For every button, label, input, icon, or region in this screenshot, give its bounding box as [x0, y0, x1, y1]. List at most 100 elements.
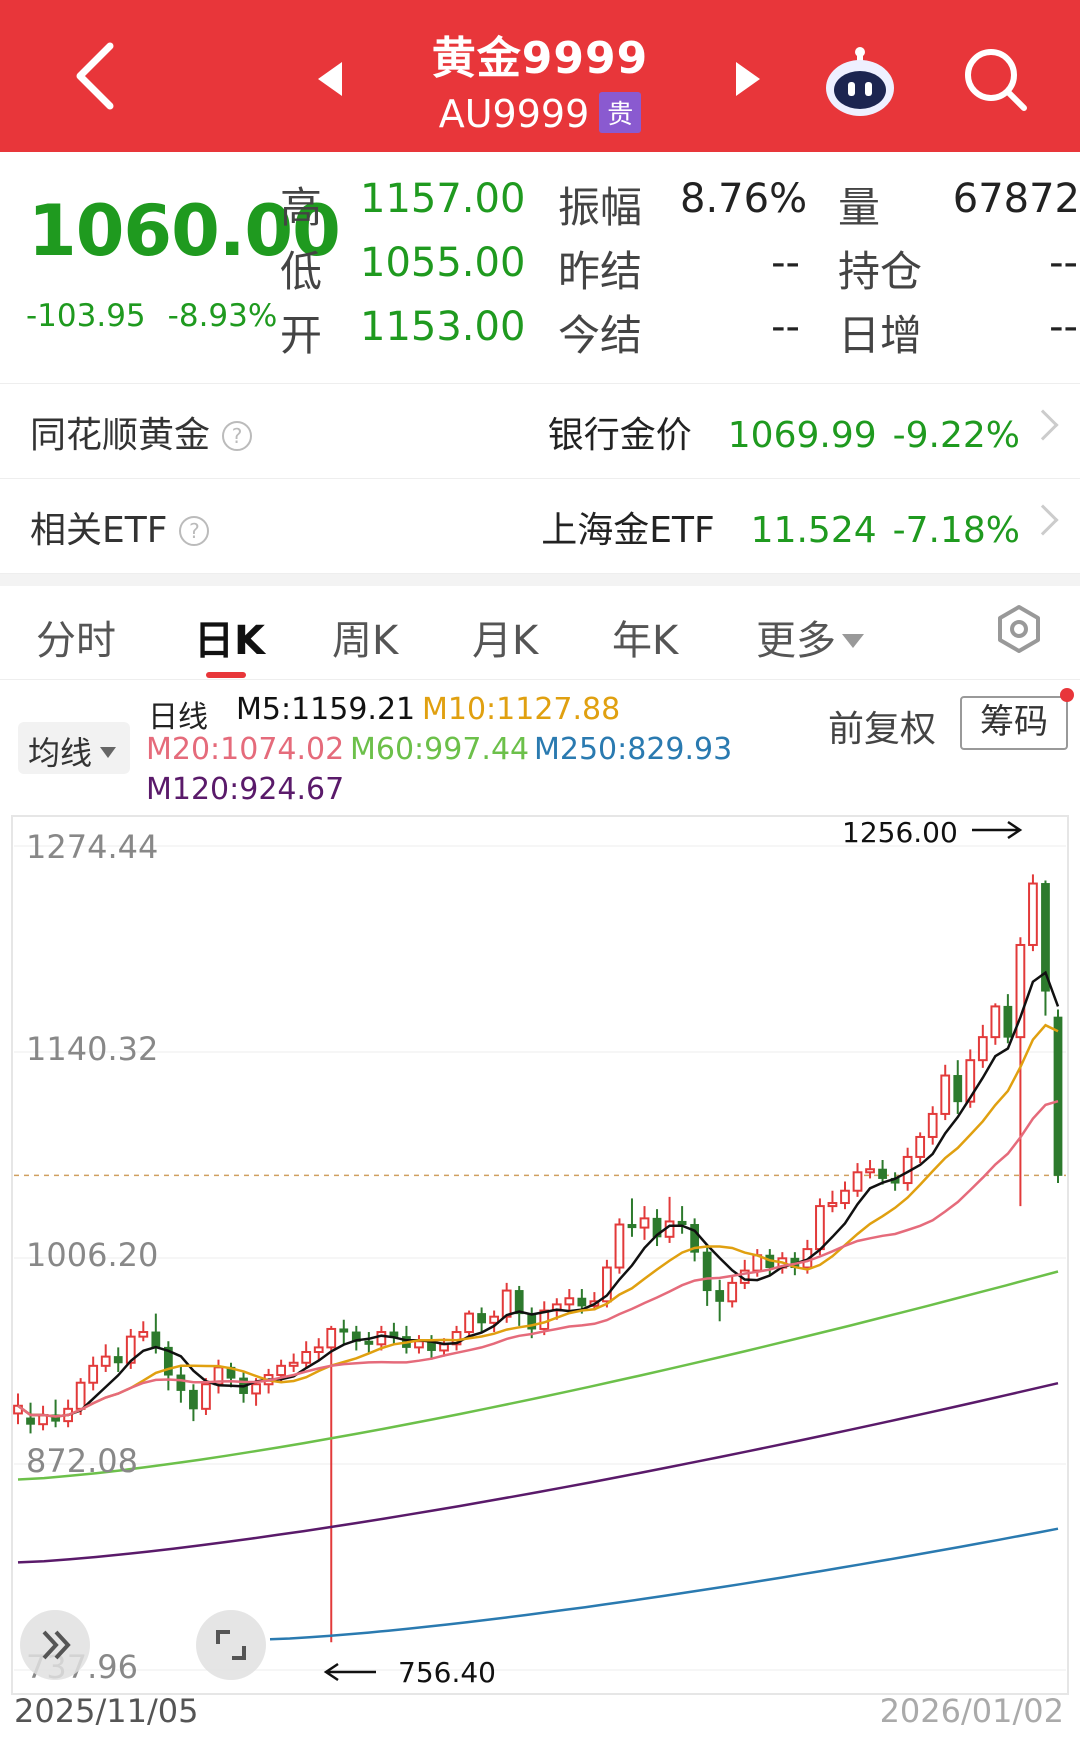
candle-body	[176, 1374, 186, 1391]
high-value: 1157.00	[360, 176, 526, 222]
chevron-right-icon[interactable]	[1027, 504, 1059, 536]
daily-change-label: 日增	[838, 311, 923, 360]
volume-label: 量	[838, 183, 881, 232]
candle-body	[489, 1315, 500, 1324]
next-icon[interactable]	[736, 62, 760, 96]
ma5-label: M5:1159.21	[236, 692, 416, 727]
candle-body	[1003, 1005, 1013, 1038]
tab-intraday[interactable]: 分时	[36, 618, 116, 664]
tab-more-label: 更多	[756, 618, 836, 664]
x-end-date: 2026/01/02	[879, 1692, 1064, 1730]
candle-body	[339, 1328, 349, 1333]
category-badge: 贵	[599, 92, 642, 133]
section-divider	[0, 574, 1080, 586]
help-icon[interactable]: ?	[222, 421, 253, 451]
related-etf-label: 相关ETF?	[30, 501, 210, 553]
settings-icon[interactable]	[994, 604, 1044, 654]
candle-body	[201, 1383, 211, 1410]
volume-value: 67872	[952, 176, 1080, 222]
code-text: AU9999	[438, 92, 590, 136]
fullscreen-fab[interactable]	[196, 1610, 266, 1680]
candle-body	[965, 1059, 976, 1103]
candle-body	[927, 1112, 938, 1138]
candle-body	[940, 1074, 951, 1115]
candle-body	[990, 1005, 1001, 1039]
price-change: -103.95 -8.93%	[26, 298, 299, 334]
back-icon[interactable]	[66, 40, 126, 112]
candle-body	[51, 1414, 60, 1422]
tab-daily-k[interactable]: 日K	[194, 618, 265, 664]
candle-body	[878, 1168, 887, 1179]
candle-body	[138, 1331, 149, 1338]
candle-body	[163, 1346, 173, 1376]
candle-body	[326, 1327, 337, 1349]
candle-body	[727, 1281, 738, 1303]
candle-body	[514, 1290, 524, 1315]
candle-body	[840, 1189, 850, 1205]
candle-body	[614, 1223, 625, 1269]
quote-panel: 1060.00 -103.95 -8.93% 高 1157.00 振幅 8.76%…	[0, 152, 1080, 384]
app-header: 黄金9999 AU9999 贵	[0, 0, 1080, 152]
candle-body	[915, 1135, 926, 1158]
prev-icon[interactable]	[318, 62, 342, 96]
related-gold-text: 同花顺黄金	[30, 415, 211, 456]
ma10-label: M10:1127.88	[422, 692, 621, 727]
candle-body	[715, 1290, 725, 1302]
candle-body	[464, 1312, 474, 1334]
active-tab-indicator	[206, 672, 246, 678]
etf-name: 上海金ETF	[541, 510, 715, 551]
ma120-label: M120:924.67	[146, 772, 345, 807]
candle-body	[852, 1171, 863, 1192]
chart-labels: 1274.441140.321006.20872.08737.961256.00…	[26, 816, 1023, 1689]
x-start-date: 2025/11/05	[14, 1692, 199, 1730]
last-price: 1060.00	[28, 190, 341, 272]
candle-body	[1015, 943, 1026, 1039]
adjustment-toggle[interactable]: 前复权	[828, 709, 937, 750]
candlestick-chart[interactable]: 1274.441140.321006.20872.08737.961256.00…	[0, 810, 1080, 1710]
candle-body	[113, 1356, 123, 1364]
related-etf-row[interactable]: 相关ETF? 上海金ETF 11.524 -7.18%	[0, 479, 1080, 574]
collapse-fab[interactable]	[20, 1610, 90, 1680]
m20-line	[17, 1100, 1059, 1418]
instrument-code: AU9999 贵	[390, 92, 690, 136]
candle-body	[276, 1364, 287, 1377]
m60-line	[17, 1270, 1059, 1481]
tab-weekly-k[interactable]: 周K	[332, 618, 399, 664]
robot-icon[interactable]	[822, 44, 898, 120]
m5-line	[17, 970, 1060, 1418]
tab-more[interactable]: 更多	[756, 608, 864, 666]
candle-body	[602, 1266, 612, 1303]
bank-gold-value: 1069.99	[727, 415, 877, 456]
dropdown-arrow-icon	[842, 634, 864, 648]
amplitude-value: 8.76%	[680, 176, 808, 222]
candle-body	[313, 1346, 324, 1353]
candle-body	[414, 1340, 424, 1349]
m250-line	[269, 1527, 1059, 1641]
search-icon[interactable]	[962, 46, 1028, 112]
ma60-label: M60:997.44	[350, 732, 530, 767]
open-interest-label: 持仓	[838, 247, 923, 296]
chip-distribution-button[interactable]: 筹码	[960, 696, 1068, 750]
candle-body	[26, 1417, 35, 1425]
y-tick-label: 1274.44	[26, 828, 158, 866]
candle-body	[88, 1364, 99, 1384]
tab-monthly-k[interactable]: 月K	[472, 618, 539, 664]
related-etf-text: 相关ETF	[30, 510, 168, 551]
expand-icon	[216, 1630, 246, 1660]
bank-gold-pct: -9.22%	[892, 415, 1020, 456]
open-label: 开	[280, 311, 323, 360]
ma250-label: M250:829.93	[534, 732, 733, 767]
candle-body	[189, 1389, 198, 1410]
candle-body	[100, 1355, 111, 1367]
tab-yearly-k[interactable]: 年K	[612, 618, 679, 664]
moving-average-lines	[17, 970, 1060, 1641]
chevron-right-icon[interactable]	[1027, 409, 1059, 441]
help-icon[interactable]: ?	[179, 516, 210, 546]
candle-body	[815, 1205, 825, 1251]
indicator-select[interactable]: 均线	[18, 722, 130, 774]
candle-body	[301, 1350, 312, 1364]
y-tick-label: 1006.20	[26, 1236, 158, 1274]
candle-body	[1028, 882, 1038, 946]
low-value: 1055.00	[360, 240, 526, 286]
related-gold-row[interactable]: 同花顺黄金? 银行金价 1069.99 -9.22%	[0, 384, 1080, 479]
